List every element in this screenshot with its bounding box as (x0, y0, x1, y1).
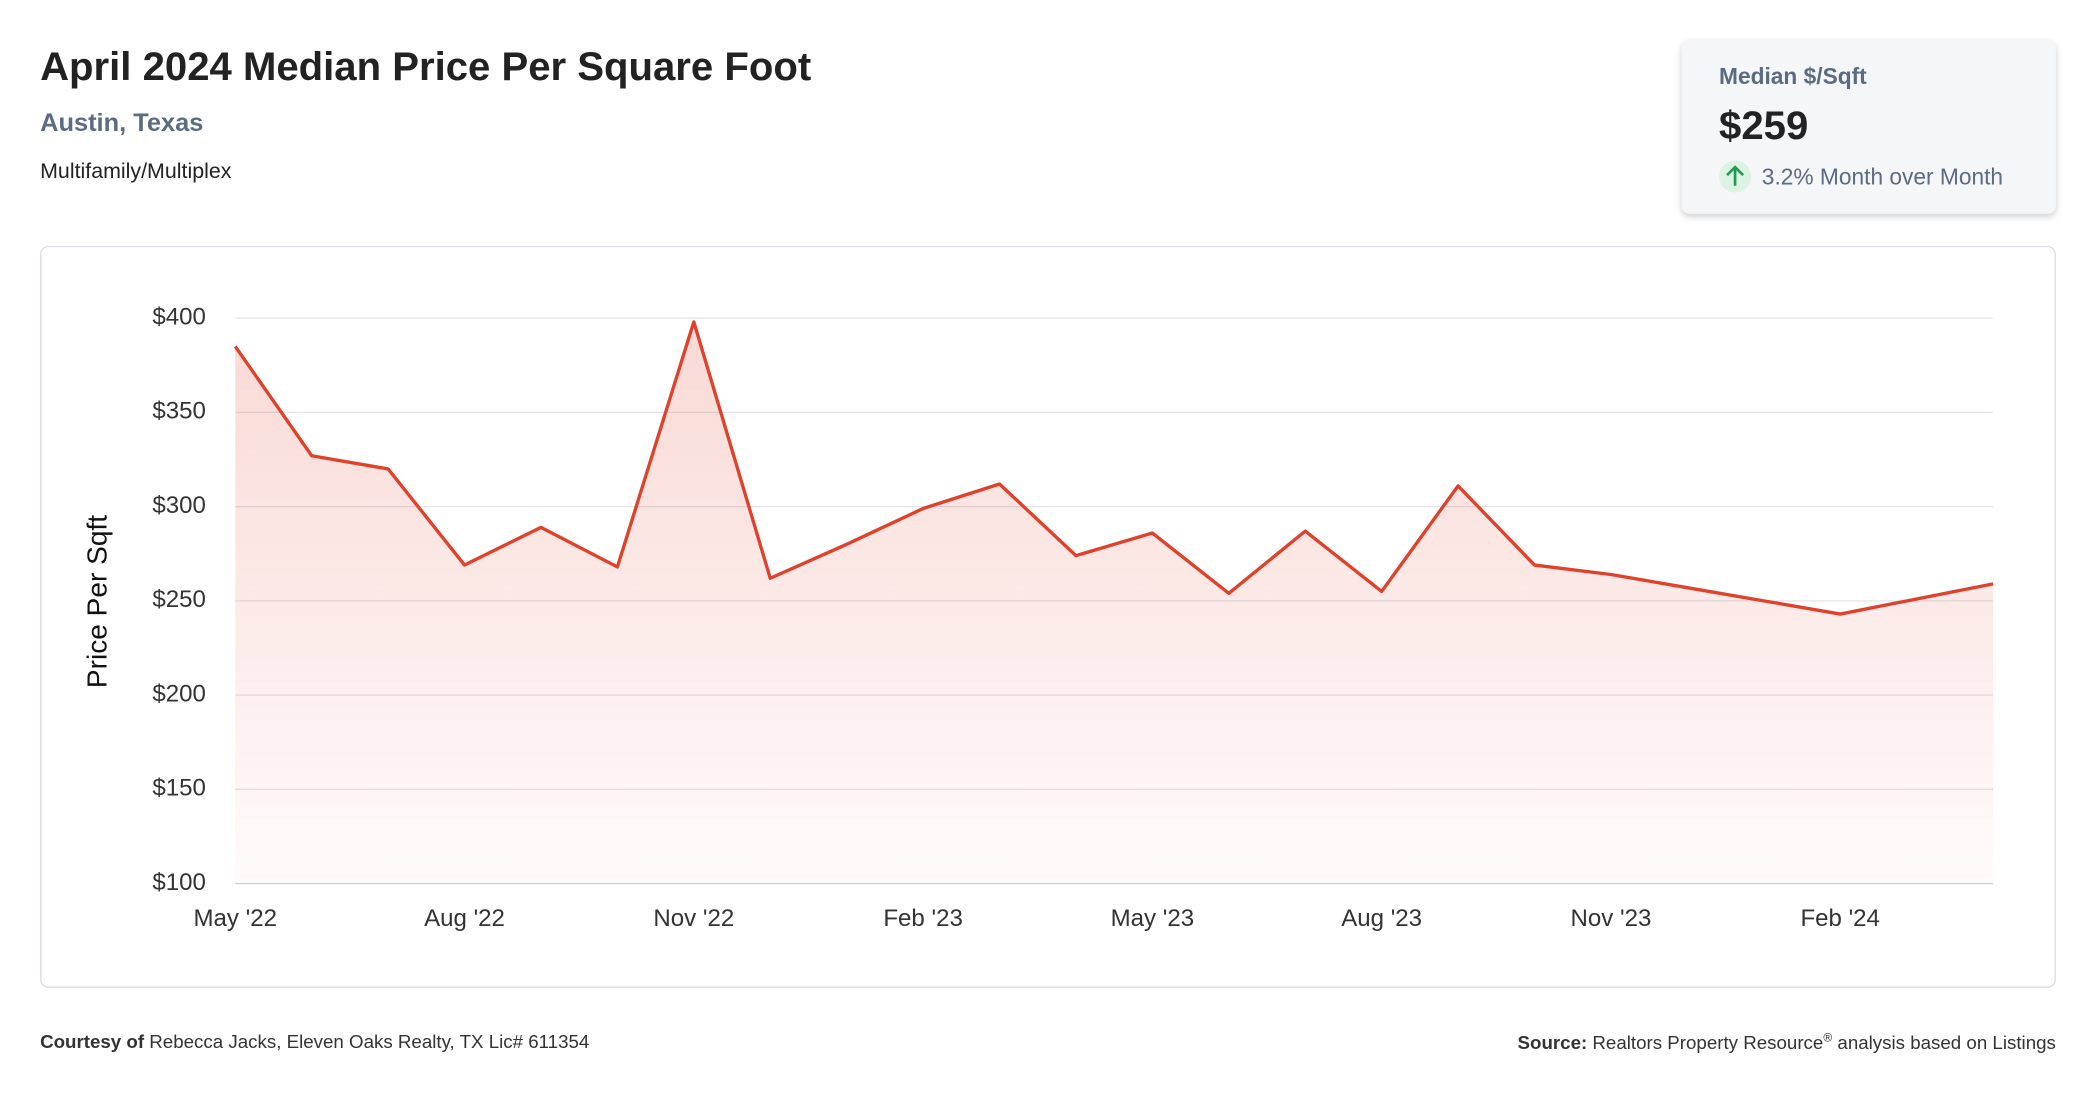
source-mark: ® (1823, 1030, 1833, 1044)
source-text: Realtors Property Resource (1592, 1031, 1824, 1053)
card-value: $259 (1719, 104, 1809, 149)
courtesy-text: Rebecca Jacks, Eleven Oaks Realty, TX Li… (149, 1030, 590, 1053)
arrow (1726, 165, 1745, 186)
card-label: Median $/Sqft (1719, 64, 1867, 90)
courtesy: Courtesy of Rebecca Jacks, Eleven Oaks R… (40, 1031, 589, 1052)
chart-frame (40, 245, 2056, 988)
x-tick-label: Aug '23 (1341, 905, 1422, 932)
title: April 2024 Median Price Per Square Foot (40, 45, 812, 90)
card-change: 3.2% Month over Month (1761, 164, 2004, 190)
x-tick-label: Feb '23 (883, 905, 962, 932)
source-label: Source: (1517, 1031, 1588, 1053)
line (233, 320, 1994, 616)
property-type: Multifamily/Multiplex (40, 160, 232, 184)
x-tick-label: Nov '23 (1571, 905, 1652, 932)
y-tick-label: $150 (152, 775, 206, 802)
up-icon (1719, 160, 1752, 193)
source-rest: analysis based on Listings (1837, 1031, 2056, 1053)
x-tick-label: Nov '22 (653, 905, 734, 932)
y-tick-label: $200 (152, 680, 206, 707)
y-tick-label: $350 (152, 398, 206, 425)
y-axis-label: Price Per Sqft (81, 515, 112, 688)
area (235, 321, 1994, 884)
stat-card: Median $/Sqft $259 3.2% Month over Month (1681, 40, 2056, 214)
y-tick-label: $100 (152, 869, 206, 896)
y-tick-label: $300 (152, 492, 206, 519)
x-tick-label: Aug '22 (424, 905, 505, 932)
location: Austin, Texas (40, 109, 204, 138)
courtesy-label: Courtesy of (40, 1030, 145, 1053)
x-tick-label: May '22 (194, 905, 277, 932)
x-tick-label: Feb '24 (1800, 905, 1879, 932)
source: Source: Realtors Property Resource® anal… (1518, 1031, 2056, 1053)
y-tick-label: $250 (152, 586, 206, 613)
x-tick-label: May '23 (1111, 905, 1194, 932)
y-tick-label: $400 (152, 304, 206, 331)
